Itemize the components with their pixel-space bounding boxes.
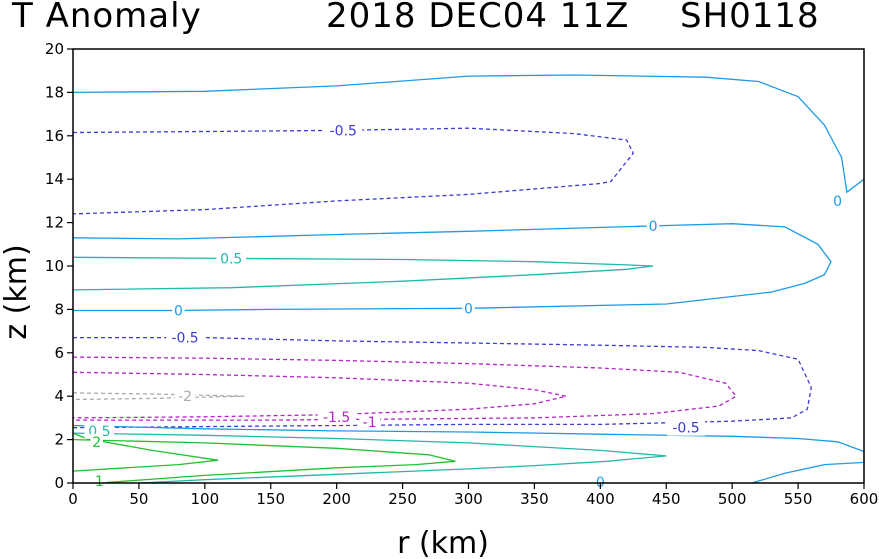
- contour-line-10: [72, 432, 667, 484]
- title-variable: T Anomaly: [12, 0, 202, 36]
- contour-line-11: [72, 438, 456, 484]
- contour-labels: -0.500.50 00-0.5-2-1.5 -1 -0.50.521 0: [84, 122, 844, 491]
- contour-label-bg-7: [174, 388, 196, 405]
- contour-label-bg-0: [324, 122, 363, 139]
- x-tick-label-1: 50: [129, 490, 148, 508]
- contour-label-7: -2: [178, 389, 192, 405]
- x-tick-label-4: 200: [322, 490, 351, 508]
- y-tick-label-0: 0: [54, 474, 64, 492]
- contour-label-bg-4: [462, 300, 475, 317]
- y-tick-label-8: 16: [45, 127, 64, 145]
- x-axis: 0 50 100 150 200 250 300 350 400 450 500 550 600: [68, 483, 878, 508]
- y-axis: 0 2 4 6 8 10 12 14 16 18 20: [45, 40, 73, 492]
- x-tick-label-12: 600: [850, 490, 879, 508]
- contour-label-bg-5: [831, 192, 844, 209]
- contour-label-bg-2: [216, 250, 246, 267]
- y-tick-label-10: 20: [45, 40, 64, 58]
- contour-label-4: 0: [464, 301, 473, 317]
- contour-label-1: 0: [649, 219, 658, 235]
- x-tick-label-8: 400: [586, 490, 615, 508]
- contour-label-9: -1: [363, 415, 377, 431]
- contour-line-5: [72, 356, 738, 421]
- contour-label-bg-1: [646, 217, 660, 234]
- contour-label-13: 1: [95, 474, 104, 490]
- contour-label-10: -0.5: [672, 421, 699, 437]
- contour-line-7: [72, 392, 245, 401]
- y-axis-label: z (km): [0, 244, 34, 339]
- contour-label-bg-14: [594, 473, 607, 490]
- contour-label-6: -0.5: [171, 331, 198, 347]
- contour-line-3: [72, 256, 654, 291]
- contour-label-2: 0.5: [220, 251, 242, 267]
- y-tick-label-5: 10: [45, 257, 64, 275]
- y-tick-label-7: 14: [45, 170, 64, 188]
- contour-label-bg-3: [172, 302, 185, 319]
- x-tick-label-10: 500: [718, 490, 747, 508]
- x-tick-label-2: 100: [191, 490, 220, 508]
- contour-label-bg-9: [359, 414, 381, 431]
- contour-lines: [72, 74, 865, 484]
- title-datetime: 2018 DEC04 11Z: [326, 0, 630, 36]
- x-axis-label: r (km): [397, 526, 489, 559]
- contour-label-8: -1.5: [323, 410, 350, 426]
- x-tick-label-0: 0: [68, 490, 78, 508]
- x-tick-label-9: 450: [652, 490, 681, 508]
- x-tick-label-6: 300: [454, 490, 483, 508]
- contour-label-0: -0.5: [330, 123, 357, 139]
- contour-label-5: 0: [833, 194, 842, 210]
- contour-label-bg-13: [93, 472, 106, 489]
- y-tick-label-1: 2: [54, 431, 64, 449]
- y-tick-label-4: 8: [54, 300, 64, 318]
- contour-line-6: [72, 371, 567, 419]
- y-tick-label-6: 12: [45, 214, 64, 232]
- x-tick-label-5: 250: [388, 490, 417, 508]
- contour-label-12: 2: [92, 435, 101, 451]
- x-tick-label-3: 150: [256, 490, 285, 508]
- y-tick-label-9: 18: [45, 83, 64, 101]
- contour-line-2: [72, 223, 832, 312]
- contour-label-bg-12: [90, 433, 103, 450]
- contour-line-9: [751, 461, 865, 484]
- contour-label-bg-8: [317, 408, 356, 425]
- contour-line-0: [72, 74, 865, 194]
- contour-line-1: [72, 127, 635, 215]
- y-tick-label-3: 6: [54, 344, 64, 362]
- contour-line-4: [72, 336, 812, 429]
- x-tick-label-11: 550: [784, 490, 813, 508]
- x-tick-label-7: 350: [520, 490, 549, 508]
- contour-label-3: 0: [174, 303, 183, 319]
- title-storm-id: SH0118: [680, 0, 820, 36]
- y-tick-label-2: 4: [54, 387, 64, 405]
- contour-line-8: [72, 424, 865, 462]
- contour-label-bg-10: [667, 419, 706, 436]
- contour-label-bg-6: [166, 329, 205, 346]
